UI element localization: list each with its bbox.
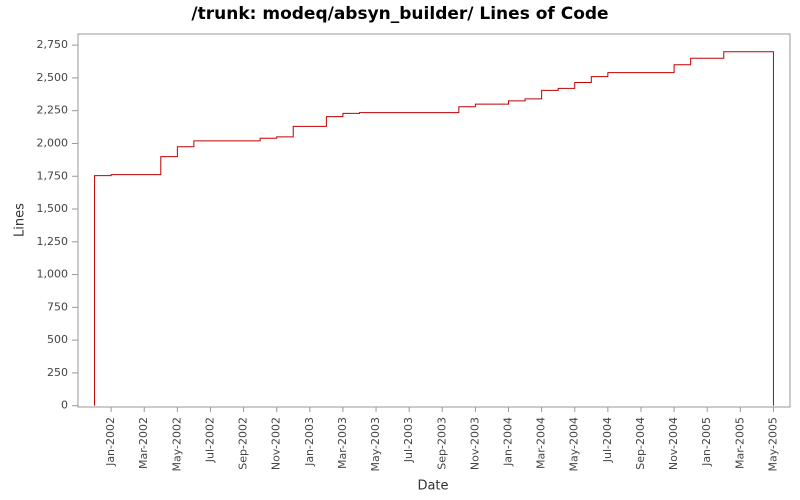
x-tick-label: May-2002: [170, 417, 183, 472]
y-tick-label: 250: [47, 366, 68, 379]
y-tick-label: 2,000: [37, 136, 69, 149]
x-tick-label: Nov-2003: [468, 417, 481, 470]
x-tick-label: Mar-2005: [733, 417, 746, 469]
step-line: [94, 51, 774, 406]
x-tick-label: Jul-2002: [203, 417, 216, 463]
x-axis-title: Date: [417, 479, 448, 494]
y-tick-label: 2,750: [37, 38, 69, 51]
x-tick-label: Jan-2002: [104, 417, 117, 467]
x-tick-label: Jan-2003: [303, 417, 316, 467]
x-tick-label: Jul-2004: [601, 417, 614, 463]
y-tick-label: 500: [47, 333, 68, 346]
x-tick-label: May-2003: [369, 417, 382, 472]
x-tick-label: May-2005: [766, 417, 779, 472]
x-tick-label: Sep-2003: [435, 417, 448, 470]
y-tick-label: 2,250: [37, 104, 69, 117]
x-tick-label: May-2004: [568, 417, 581, 472]
y-tick-label: 1,250: [37, 235, 69, 248]
x-tick-label: Nov-2002: [270, 417, 283, 470]
y-tick-label: 2,500: [37, 71, 69, 84]
x-tick-label: Sep-2002: [237, 417, 250, 470]
x-tick-label: Mar-2004: [535, 417, 548, 469]
y-tick-label: 0: [61, 399, 68, 412]
x-tick-label: Jan-2005: [700, 417, 713, 467]
x-tick-label: Jan-2004: [502, 417, 515, 467]
x-tick-label: Jul-2003: [402, 417, 415, 463]
y-tick-label: 750: [47, 300, 68, 313]
y-tick-label: 1,750: [37, 169, 69, 182]
x-tick-label: Sep-2004: [634, 417, 647, 470]
chart-title: /trunk: modeq/absyn_builder/ Lines of Co…: [191, 4, 608, 24]
x-tick-label: Mar-2003: [336, 417, 349, 469]
y-axis-title: Lines: [13, 203, 28, 237]
x-tick-label: Mar-2002: [137, 417, 150, 469]
y-tick-label: 1,500: [37, 202, 69, 215]
x-tick-label: Nov-2004: [667, 417, 680, 470]
plot-area: [77, 33, 791, 408]
y-tick-label: 1,000: [37, 268, 69, 281]
